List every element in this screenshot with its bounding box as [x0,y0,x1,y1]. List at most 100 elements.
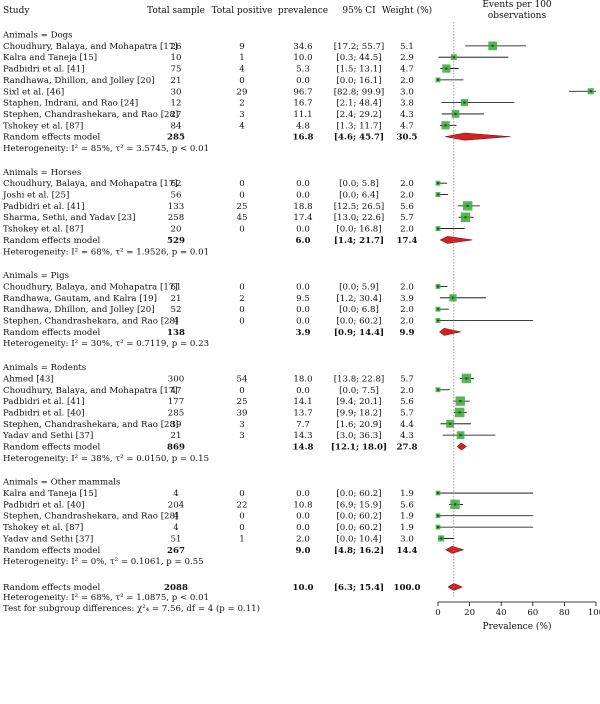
prevalence-value: 18.0 [293,374,312,384]
model-label: Random effects model [3,133,100,143]
header-total-positive: Total positive [211,6,272,16]
study-name: Yadav and Sethi [37] [2,534,93,544]
heterogeneity: Heterogeneity: I² = 85%, τ² = 3.5745, p … [3,144,209,154]
study-name: Randhawa, Dhillon, and Jolley [20] [3,305,155,315]
prevalence-value: 13.7 [293,408,312,418]
x-tick-label: 40 [496,608,507,618]
overall-diamond [447,583,463,591]
weight-value: 5.6 [400,202,414,212]
total-sample: 4 [173,317,179,327]
study-name: Sharma, Sethi, and Yadav [23] [3,213,135,223]
table-row: Randhawa, Dhillon, and Jolley [20] 52 0 0.0… [3,305,414,315]
header-study: Study [3,6,30,16]
study-point-center [464,216,467,219]
total-sample: 47 [171,386,182,396]
total-sample: 75 [171,65,182,75]
header-events-line2: observations [488,11,547,21]
prevalence-value: 5.3 [296,65,310,75]
x-tick-label: 80 [559,608,570,618]
model-ci: [12.1; 18.0] [331,443,387,453]
model-ci: [4.8; 16.2] [334,546,384,556]
model-total: 267 [167,546,185,556]
ci-value: [0.0; 60.2] [336,523,381,533]
total-sample: 21 [171,431,182,441]
ci-value: [1.5; 13.1] [336,65,381,75]
total-positive: 0 [239,76,244,86]
study-point-center [458,411,461,414]
table-row: Stephen, Chandrashekara, and Rao [28]4 0 0… [3,512,414,522]
model-total: 285 [167,133,185,143]
total-sample: 4 [173,523,179,533]
model-diamond [439,328,461,336]
study-name: Padbidri et al. [41] [3,65,85,75]
total-positive: 9 [239,42,244,52]
study-point-center [452,56,455,59]
prevalence-value: 0.0 [296,179,310,189]
model-diamond [456,442,467,451]
total-positive: 0 [239,179,244,189]
study-name: Choudhury, Balaya, and Mohapatra [17] [3,282,178,292]
prevalence-value: 0.0 [296,386,310,396]
weight-value: 2.0 [400,317,414,327]
study-point-center [491,44,494,47]
overall-label: Random effects model [3,583,100,593]
heterogeneity: Heterogeneity: I² = 68%, τ² = 1.9526, p … [3,247,209,257]
study-name: Stephen, Chandrashekara, and Rao [28] [3,317,178,327]
study-point-center [436,193,440,196]
total-positive: 0 [239,191,244,201]
total-sample: 27 [171,110,182,120]
total-sample: 258 [168,213,184,223]
ci-value: [82.8; 99.9] [334,87,385,97]
study-name: Padbidri et al. [40] [3,408,85,418]
x-axis-label: Prevalence (%) [483,621,552,632]
study-point-center [589,90,592,93]
prevalence-value: 10.8 [293,500,312,510]
study-point-center [466,204,469,207]
weight-value: 1.9 [400,512,414,522]
total-positive: 3 [239,420,244,430]
ci-value: [2.4; 29.2] [336,110,381,120]
total-positive: 0 [239,489,244,499]
study-point-center [436,182,440,185]
ci-value: [0.0; 10.4] [336,534,381,544]
model-total: 529 [167,236,185,246]
total-sample: 177 [168,397,184,407]
group-title: Animals = Dogs [2,31,73,41]
table-row: Padbidri et al. [41] 75 4 5.3 [1.5; 13.1] 4.7 [3,65,414,75]
prevalence-value: 16.7 [293,99,312,109]
ci-value: [0.0; 16.1] [336,76,381,86]
x-tick-label: 100 [588,608,600,618]
prevalence-value: 14.1 [293,397,312,407]
study-name: Joshi et al. [25] [2,191,69,201]
study-name: Randhawa, Dhillon, and Jolley [20] [3,76,155,86]
table-row: Choudhury, Balaya, and Mohapatra [17]61 0… [3,282,414,292]
study-name: Choudhury, Balaya, and Mohapatra [17] [3,179,178,189]
model-weight: 17.4 [397,236,418,246]
study-point-center [454,112,457,116]
weight-value: 2.0 [400,225,414,235]
ci-value: [3.0; 36.3] [336,431,381,441]
prevalence-value: 4.8 [296,121,310,131]
total-positive: 22 [237,500,248,510]
weight-value: 5.1 [400,42,414,52]
total-positive: 4 [239,121,245,131]
weight-value: 3.0 [400,534,414,544]
weight-value: 3.8 [400,99,414,109]
weight-value: 2.0 [400,191,414,201]
model-prevalence: 16.8 [293,133,314,143]
weight-value: 1.9 [400,489,414,499]
total-sample: 20 [171,225,182,235]
total-positive: 54 [237,374,248,384]
ci-value: [0.0; 60.2] [336,317,381,327]
overall-weight: 100.0 [394,583,421,593]
model-total: 869 [167,443,185,453]
total-positive: 1 [239,53,244,63]
prevalence-value: 11.1 [293,110,312,120]
ci-value: [13.0; 22.6] [334,213,385,223]
study-name: Tshokey et al. [87] [3,225,83,235]
table-row: Ahmed [43] 300 54 18.0 [13.8; 22.8] 5.7 [2,374,414,384]
model-total: 138 [167,328,185,338]
ci-value: [2.1; 48.4] [336,99,381,109]
ci-value: [0.0; 60.2] [336,512,381,522]
study-name: Yadav and Sethi [37] [2,431,93,441]
